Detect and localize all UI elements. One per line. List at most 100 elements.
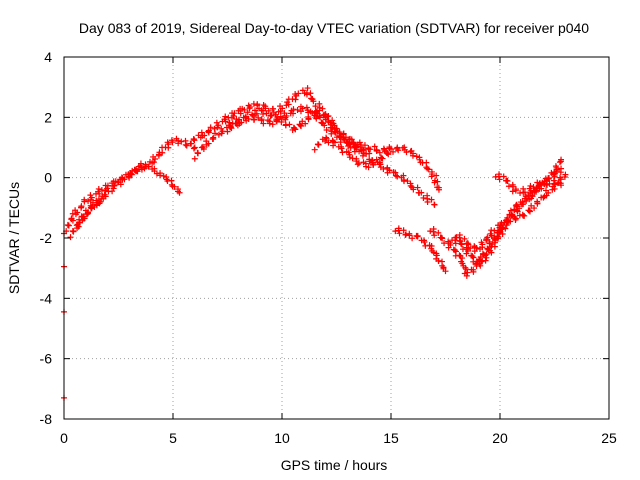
data-point (175, 186, 182, 193)
data-point (137, 160, 144, 167)
data-point (97, 198, 104, 205)
data-point (452, 240, 459, 247)
data-point (205, 140, 212, 147)
data-point (159, 149, 166, 156)
data-point (496, 224, 503, 231)
grid-lines (64, 57, 609, 419)
data-point (512, 187, 519, 194)
data-point (370, 160, 377, 167)
data-point (110, 185, 117, 192)
data-point (303, 91, 310, 98)
data-point (269, 121, 276, 128)
data-point (414, 184, 421, 191)
data-point (516, 205, 523, 212)
data-point (433, 250, 440, 257)
data-point (394, 173, 401, 180)
data-point (424, 198, 431, 205)
data-point (242, 114, 249, 121)
data-point (546, 174, 553, 181)
data-point (428, 245, 435, 252)
data-point (305, 115, 312, 122)
data-point (386, 167, 393, 174)
data-point (246, 103, 253, 110)
data-point (488, 232, 495, 239)
data-point (431, 179, 438, 186)
data-point (64, 222, 71, 229)
data-point (279, 105, 286, 112)
data-point (558, 156, 565, 163)
data-point (458, 241, 465, 248)
data-point (222, 113, 229, 120)
data-point (88, 205, 95, 212)
data-point (314, 108, 321, 115)
data-point (422, 242, 429, 249)
data-point (331, 139, 338, 146)
data-point (463, 272, 470, 279)
data-point (138, 164, 145, 171)
data-point (428, 196, 435, 203)
data-point (276, 115, 283, 122)
data-point (191, 155, 198, 162)
data-point (322, 114, 329, 121)
data-point (88, 194, 95, 201)
data-point (499, 231, 506, 238)
data-point (266, 118, 273, 125)
data-point (328, 124, 335, 131)
data-point (482, 257, 489, 264)
data-point (227, 124, 234, 131)
data-point (194, 150, 201, 157)
y-tick-label: 2 (44, 109, 52, 125)
data-point (400, 227, 407, 234)
data-point (400, 177, 407, 184)
data-point (534, 200, 541, 207)
data-point (500, 173, 507, 180)
data-point (231, 110, 238, 117)
data-point (263, 110, 270, 117)
data-point (418, 189, 425, 196)
data-point (416, 154, 423, 161)
data-point (384, 150, 391, 157)
data-point (477, 262, 484, 269)
data-point (528, 195, 535, 202)
data-point (464, 240, 471, 247)
data-point (83, 211, 90, 218)
data-point (435, 186, 442, 193)
data-point (410, 150, 417, 157)
data-point (361, 142, 368, 149)
data-point (125, 171, 132, 178)
data-point (310, 98, 317, 105)
x-tick-label: 0 (60, 430, 68, 446)
data-point (111, 182, 118, 189)
data-point (413, 153, 420, 160)
data-point (260, 107, 267, 114)
data-point (182, 141, 189, 148)
y-tick-label: 4 (44, 49, 52, 65)
data-point (340, 134, 347, 141)
data-point (95, 185, 102, 192)
data-point (442, 268, 449, 275)
data-point (494, 233, 501, 240)
data-point (311, 146, 318, 153)
data-point (87, 202, 94, 209)
data-point (303, 104, 310, 111)
data-point (175, 137, 182, 144)
data-point (434, 178, 441, 185)
data-point (354, 161, 361, 168)
data-point (228, 125, 235, 132)
data-point (457, 238, 464, 245)
data-point (74, 209, 81, 216)
data-point (363, 150, 370, 157)
data-point (462, 264, 469, 271)
data-point (230, 113, 237, 120)
chart-title: Day 083 of 2019, Sidereal Day-to-day VTE… (79, 20, 589, 36)
y-tick-label: -2 (40, 230, 53, 246)
data-point (367, 146, 374, 153)
data-point (471, 248, 478, 255)
data-point (509, 188, 516, 195)
data-point (270, 105, 277, 112)
data-point (200, 143, 207, 150)
data-point (458, 258, 465, 265)
data-point (430, 228, 437, 235)
data-point (241, 106, 248, 113)
data-point (267, 113, 274, 120)
